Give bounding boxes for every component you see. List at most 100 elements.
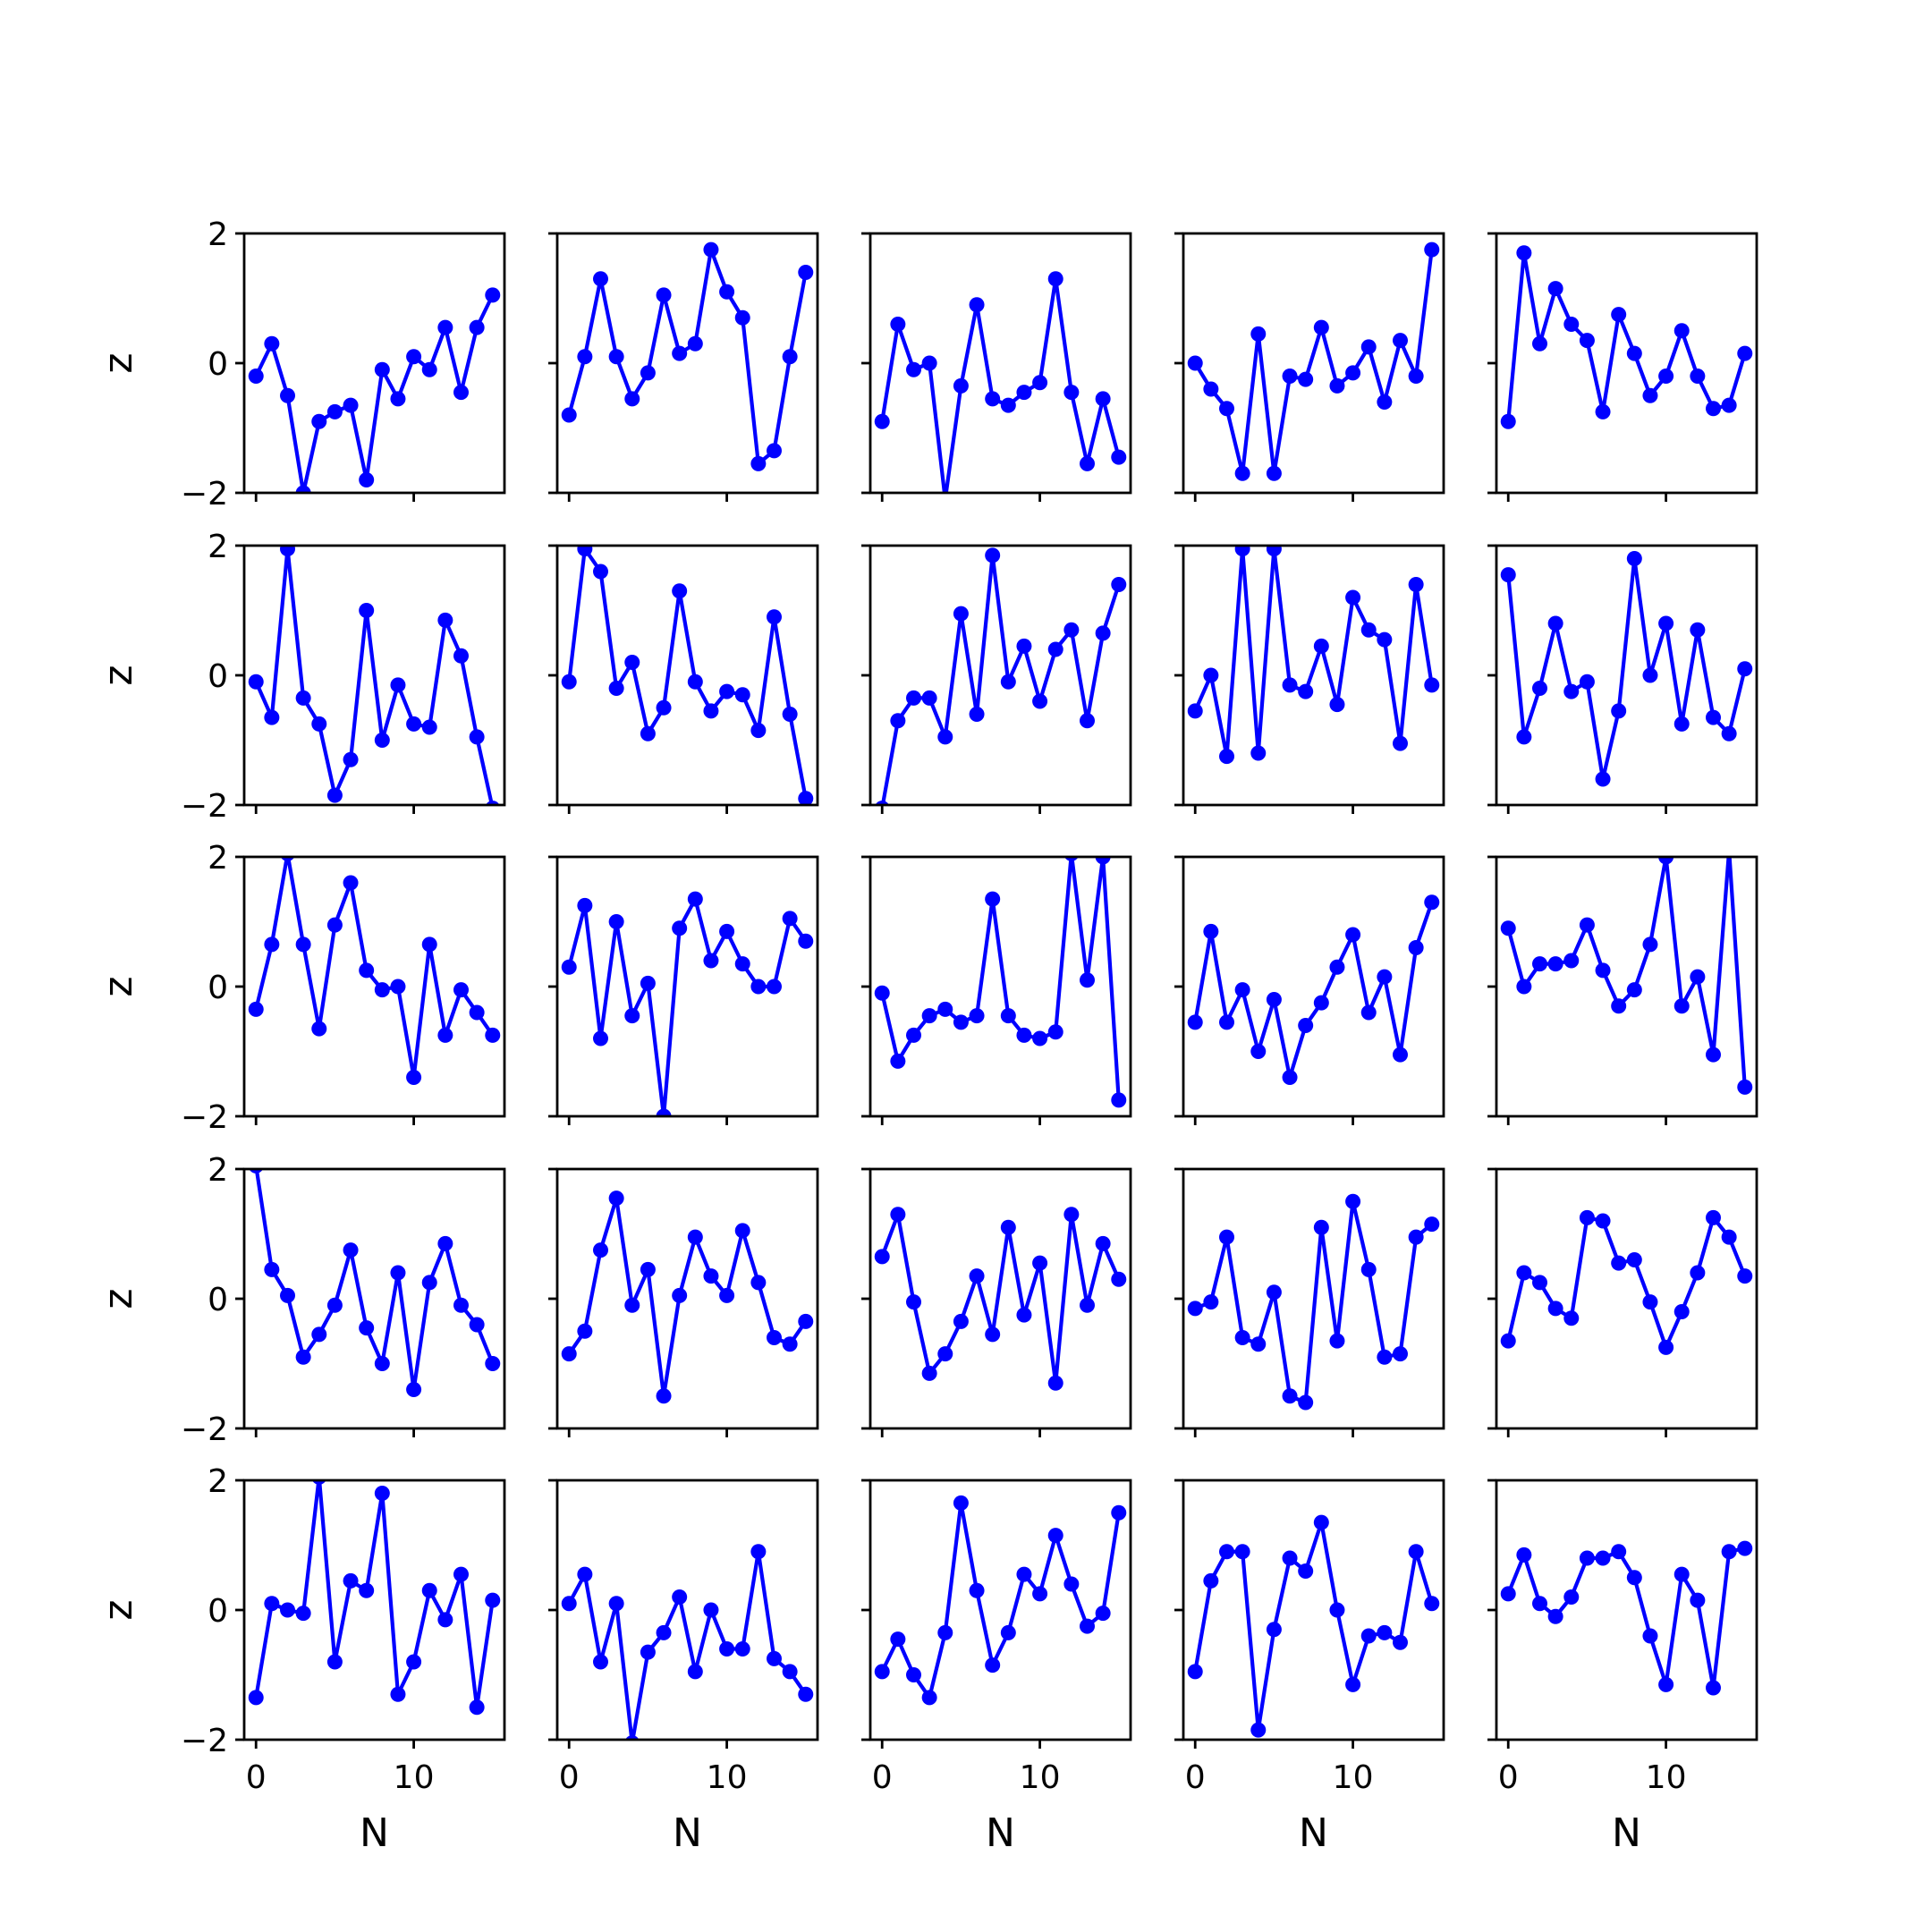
- data-point: [1595, 403, 1611, 419]
- data-point: [1000, 1219, 1016, 1235]
- data-point: [1532, 1275, 1547, 1291]
- data-point: [1674, 323, 1690, 339]
- data-point: [437, 1027, 453, 1043]
- data-point: [1298, 371, 1314, 387]
- data-point: [1547, 1301, 1563, 1317]
- data-point: [1408, 369, 1424, 384]
- x-tick-label: 10: [1020, 1759, 1061, 1796]
- data-point: [1095, 1235, 1111, 1251]
- data-point: [1579, 674, 1595, 690]
- data-point: [326, 1297, 343, 1313]
- data-point: [469, 1004, 485, 1021]
- data-point: [359, 603, 375, 618]
- data-point: [1111, 1504, 1127, 1521]
- series-line: [567, 1549, 808, 1740]
- data-point: [937, 1001, 953, 1017]
- data-point: [687, 1664, 703, 1680]
- data-point: [406, 1382, 422, 1397]
- y-tick-label: 2: [208, 529, 228, 565]
- subplot-r1-c3: [861, 232, 1132, 502]
- data-point: [656, 1108, 672, 1116]
- subplot-r2-c3: [861, 544, 1132, 814]
- data-point: [890, 713, 906, 729]
- data-point: [1187, 1301, 1203, 1317]
- data-point: [359, 962, 375, 979]
- data-point: [1563, 1310, 1580, 1326]
- data-point: [767, 979, 782, 995]
- data-point: [1047, 271, 1063, 287]
- data-point: [1080, 713, 1095, 729]
- data-point: [1611, 998, 1627, 1014]
- data-point: [1282, 1550, 1298, 1566]
- subplot-r4-c4: [1174, 1167, 1445, 1437]
- subplot-r3-c5: [1487, 855, 1758, 1125]
- data-point: [343, 397, 359, 413]
- data-point: [782, 1664, 798, 1680]
- data-point: [421, 936, 437, 953]
- data-point: [1111, 1271, 1127, 1287]
- data-point: [1095, 857, 1111, 865]
- data-point: [1500, 920, 1516, 936]
- data-point: [1516, 1546, 1532, 1563]
- data-point: [656, 1388, 672, 1404]
- data-point: [561, 674, 577, 690]
- data-point: [1282, 369, 1298, 384]
- data-point: [453, 1297, 469, 1313]
- data-point: [577, 897, 593, 913]
- data-point: [485, 287, 501, 303]
- data-point: [640, 975, 656, 991]
- y-tick-label: 2: [208, 840, 228, 877]
- x-tick-label: 0: [1498, 1759, 1519, 1796]
- data-point: [985, 1326, 1001, 1343]
- data-point: [577, 546, 593, 557]
- data-point: [953, 1495, 969, 1511]
- data-point: [469, 1699, 485, 1716]
- data-point: [719, 683, 735, 699]
- data-point: [406, 349, 422, 365]
- y-tick-label: 2: [208, 1463, 228, 1500]
- y-tick-label: 0: [208, 970, 228, 1006]
- data-point: [1266, 992, 1282, 1007]
- data-point: [1095, 625, 1111, 641]
- data-point: [1706, 1209, 1721, 1225]
- data-point: [1234, 465, 1250, 481]
- x-axis-label: N: [1612, 1810, 1641, 1856]
- data-point: [421, 719, 437, 735]
- data-point: [485, 1356, 501, 1371]
- data-point: [248, 1690, 264, 1706]
- series-line: [1193, 1521, 1434, 1733]
- data-point: [295, 690, 311, 706]
- data-point: [719, 1641, 735, 1657]
- data-point: [1000, 1008, 1016, 1024]
- data-point: [608, 1596, 624, 1612]
- data-point: [767, 443, 782, 459]
- data-point: [890, 1207, 906, 1223]
- data-point: [359, 1582, 375, 1598]
- data-point: [1000, 1624, 1016, 1640]
- data-point: [734, 956, 750, 972]
- data-point: [906, 1027, 921, 1043]
- data-point: [1579, 333, 1595, 349]
- data-point: [1674, 998, 1690, 1014]
- data-point: [1532, 681, 1547, 696]
- data-point: [874, 1249, 890, 1265]
- data-point: [311, 1021, 327, 1037]
- data-point: [1219, 1014, 1234, 1030]
- y-tick-label: −2: [181, 788, 228, 825]
- y-tick-label: −2: [181, 1723, 228, 1759]
- data-point: [750, 455, 767, 471]
- data-point: [437, 1612, 453, 1628]
- data-point: [1016, 1566, 1032, 1582]
- data-point: [1298, 1018, 1314, 1033]
- data-point: [767, 609, 782, 625]
- data-point: [969, 707, 985, 722]
- data-point: [1016, 1027, 1032, 1043]
- data-point: [1032, 1586, 1048, 1602]
- data-point: [906, 361, 921, 377]
- x-tick-label: 0: [559, 1759, 580, 1796]
- data-point: [672, 1589, 688, 1605]
- data-point: [453, 982, 469, 998]
- subplot-r1-c5: [1487, 232, 1758, 502]
- data-point: [1393, 333, 1408, 349]
